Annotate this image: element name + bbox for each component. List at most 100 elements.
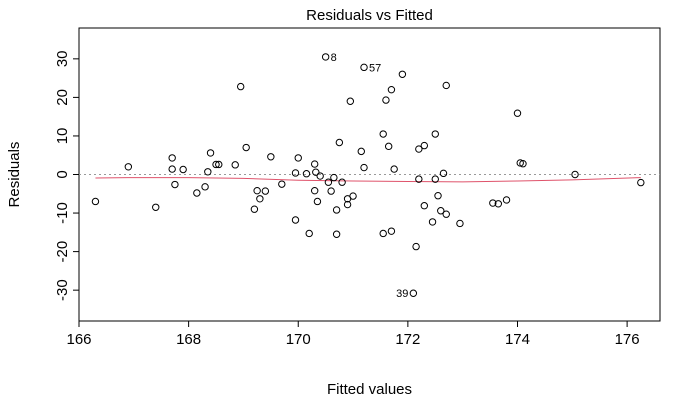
residual-points [91,53,645,297]
residual-point [387,85,396,94]
residual-point [431,175,439,183]
residual-point [294,154,302,162]
residual-point [637,178,645,187]
residual-point [434,192,442,200]
residual-point [387,227,396,235]
residual-point [168,165,176,173]
residual-point [231,161,239,169]
residual-point [305,229,313,238]
residual-point [379,229,387,238]
x-tick-label: 176 [615,331,640,348]
residual-point [420,202,429,210]
residual-point [206,149,215,157]
residual-point [316,172,324,180]
smooth-line [95,177,641,183]
residual-point [168,154,176,162]
y-tick-label: 20 [54,89,71,106]
residual-point [571,170,579,179]
residual-point [519,160,527,168]
residual-point [456,219,464,228]
residual-point [489,199,497,207]
residual-point [291,169,300,177]
residual-point [312,168,320,176]
residual-point [338,178,346,186]
residual-point [193,189,201,197]
residual-point [431,130,439,138]
residual-point [330,173,338,182]
residual-point [335,138,344,147]
residual-point [242,143,250,152]
residual-point [212,160,220,169]
residual-point [349,192,357,200]
residual-point [415,145,423,153]
residual-point [343,200,352,209]
residual-point [360,63,368,72]
residual-point [91,197,100,206]
x-tick-label: 170 [286,331,311,348]
residual-point [513,109,522,117]
residual-point [179,165,187,174]
residual-point [439,169,448,178]
outlier-label: 39 [396,288,408,300]
residual-point [201,183,209,191]
residual-point [494,200,503,208]
residual-point [291,216,300,224]
point-labels: 8 57 39 [331,52,409,300]
residual-point [420,141,429,150]
x-tick-label: 174 [505,331,530,348]
residual-point [124,163,133,171]
y-tick-label: 30 [54,50,71,67]
x-tick-label: 172 [395,331,420,348]
outlier-label: 57 [369,62,381,74]
residual-point [310,160,319,168]
residual-point [437,207,445,215]
y-axis-label: Residuals [6,142,23,208]
y-tick-label: -30 [54,279,71,301]
residual-point [250,205,259,213]
residual-point [379,130,387,138]
residual-point [390,165,398,173]
residual-point [415,175,423,183]
x-axis: 166 168 170 172 174 176 [66,321,640,348]
residual-point [409,289,418,297]
residual-point [236,82,245,91]
residual-point [442,210,450,218]
chart-title: Residuals vs Fitted [306,7,433,24]
residual-point [398,70,407,78]
residual-point [310,186,319,195]
residual-point [204,168,212,176]
residual-point [171,180,179,189]
residual-point [502,196,511,204]
residual-point [152,203,160,211]
residual-point [360,163,368,172]
y-axis: -30 -20 -10 0 10 20 30 [54,50,79,301]
residual-point [321,53,330,61]
residual-point [256,195,264,203]
residual-point [253,186,261,195]
residual-point [346,97,355,105]
y-tick-label: 0 [54,170,71,178]
residual-point [324,178,333,186]
y-tick-label: -10 [54,202,71,224]
outlier-label: 8 [331,52,337,64]
residual-point [357,147,365,156]
residual-point [313,197,322,206]
residual-point [261,187,270,195]
residual-point [412,242,420,251]
x-tick-label: 168 [176,331,201,348]
residual-point [215,160,223,169]
residual-point [332,206,341,214]
y-tick-label: 10 [54,128,71,145]
x-tick-label: 166 [66,331,91,348]
residual-point [302,170,311,178]
residual-point [384,142,393,151]
residual-point [428,218,437,226]
residual-point [382,96,390,104]
y-tick-label: -20 [54,241,71,263]
residual-point [327,187,335,195]
residual-point [278,180,286,188]
residual-point [442,81,450,90]
residual-point [267,153,275,161]
residual-point [332,230,341,238]
